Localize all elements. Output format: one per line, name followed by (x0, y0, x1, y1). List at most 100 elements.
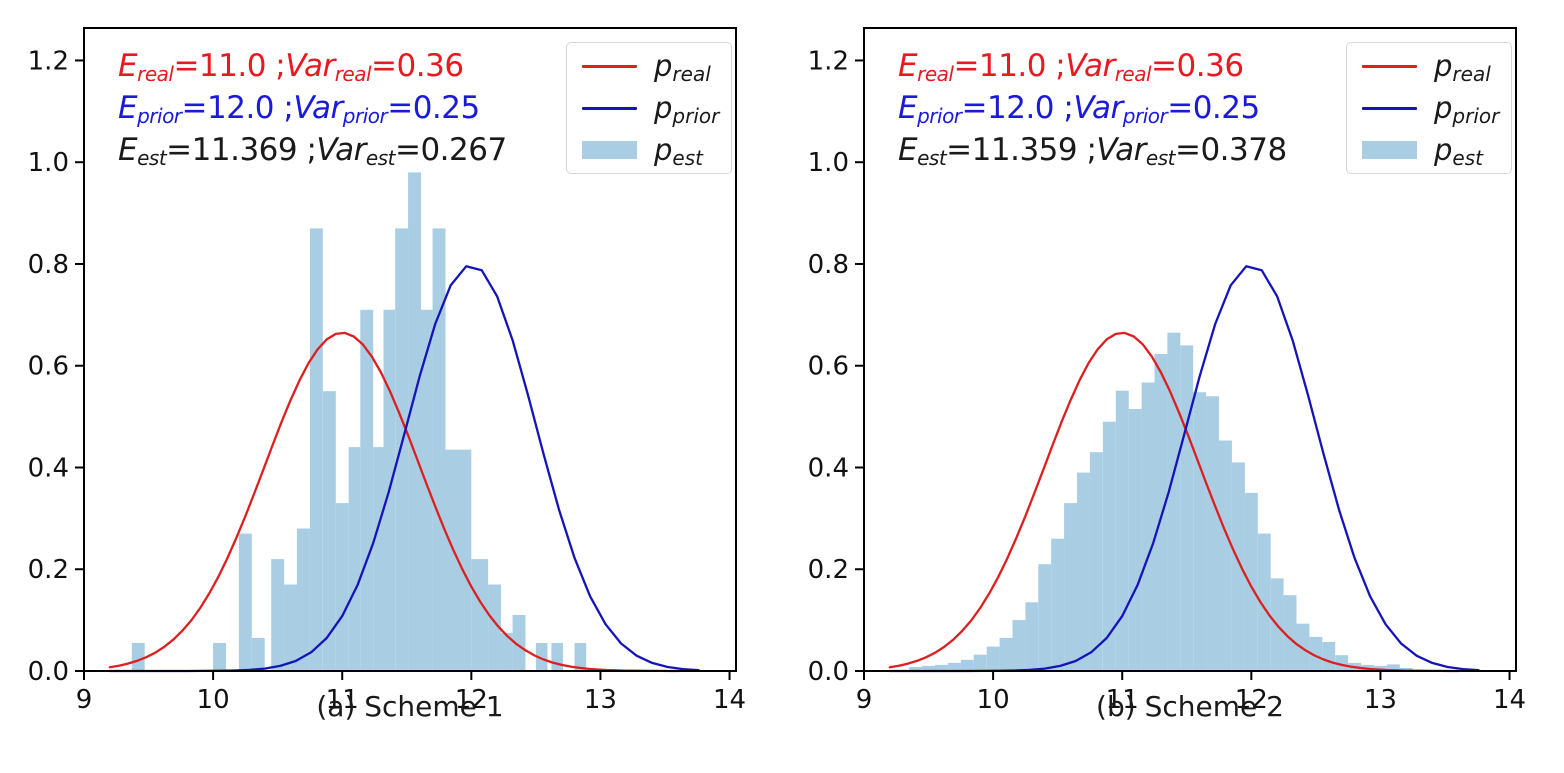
legend-label: preal (654, 48, 711, 86)
hist-bar (1399, 667, 1413, 671)
hist-bar (1012, 620, 1026, 671)
x-tick-label: 10 (977, 685, 1010, 715)
hist-bar (973, 654, 987, 671)
hist-bar (408, 172, 421, 671)
legend-line-swatch (582, 106, 637, 110)
legend-label: pest (654, 132, 703, 170)
stats-annotations-scheme1: Ereal =11.0 ; Varreal =0.36 Eprior =12.0 ; V… (118, 45, 507, 171)
hist-bar (1128, 409, 1142, 671)
x-tick-label: 13 (1364, 685, 1397, 715)
y-tick-label: 0.4 (28, 453, 69, 483)
y-tick-label: 1.0 (28, 148, 69, 178)
hist-bar (421, 309, 433, 671)
x-tick-label: 11 (326, 685, 359, 715)
stats-annotations-scheme2: Ereal =11.0 ; Varreal =0.36 Eprior =12.0 ; V… (898, 45, 1287, 171)
hist-bar (297, 528, 310, 671)
hist-bar (574, 643, 587, 671)
legend-line-swatch (1362, 106, 1417, 110)
legend-patch-swatch (582, 141, 637, 159)
hist-bar (999, 637, 1013, 671)
x-tick-label: 14 (713, 685, 746, 715)
hist-bar (322, 391, 336, 671)
annotation-line: Eest =11.359 ; Varest =0.378 (898, 132, 1287, 170)
axes-frame (83, 27, 737, 672)
axes-frame (863, 27, 1517, 672)
x-tick-label: 13 (584, 685, 617, 715)
hist-bar (986, 646, 1000, 671)
annotation-line: Ereal =11.0 ; Varreal =0.36 (898, 48, 1244, 86)
curve-p-real (888, 331, 1461, 673)
legend-scheme1: preal pprior pest (566, 42, 732, 174)
caption-scheme2: (b) Scheme 2 (1096, 690, 1284, 723)
hist-bar (947, 662, 961, 671)
y-tick-label: 0.0 (28, 657, 69, 687)
y-tick-label: 0.6 (808, 352, 849, 382)
hist-bar (935, 664, 948, 671)
hist-bar (271, 559, 285, 671)
hist-bar (373, 447, 384, 671)
hist-bar (512, 615, 526, 671)
plot-panel-b: 9 10 11 12 13 14 0.0 0.2 0.4 0.6 0.8 1.0 1.2 (808, 27, 1526, 715)
hist-bar (1386, 664, 1400, 671)
hist-bar (488, 584, 501, 671)
hist-bar (335, 503, 349, 671)
y-tick-label: 1.2 (28, 46, 69, 76)
hist-bar (1244, 492, 1258, 671)
hist-bar (1077, 472, 1090, 671)
hist-bar (960, 659, 974, 671)
hist-bar (1064, 503, 1077, 671)
legend-scheme2: preal pprior pest (1346, 42, 1512, 174)
y-tick-label: 0.6 (28, 352, 69, 382)
curve-p-real (108, 331, 681, 673)
hist-bar (251, 637, 265, 671)
x-tick-label: 12 (1235, 685, 1268, 715)
legend-patch-swatch (1362, 141, 1417, 159)
hist-bar (1257, 533, 1271, 671)
hist-bar (1232, 462, 1245, 671)
annotation-line: Eprior =12.0 ; Varprior =0.25 (898, 90, 1260, 128)
hist-bar (1115, 390, 1129, 671)
legend-item: pest (567, 129, 731, 171)
hist-bar (471, 559, 489, 671)
hist-bar (1025, 602, 1039, 671)
hist-bar (309, 228, 323, 671)
hist-bar (348, 447, 361, 671)
hist-bar (1206, 396, 1219, 671)
hist-bar (131, 643, 145, 671)
legend-label: pprior (654, 90, 720, 128)
legend-item: preal (1347, 45, 1511, 87)
y-tick-label: 0.2 (28, 555, 69, 585)
y-tick-label: 0.4 (808, 453, 849, 483)
hist-bar (1102, 421, 1116, 671)
hist-bar (1219, 440, 1232, 671)
hist-bar (1374, 665, 1387, 671)
legend-item: pprior (567, 87, 731, 129)
legend-item: preal (567, 45, 731, 87)
hist-bar (395, 228, 409, 671)
annotation-line: Eest =11.369 ; Varest =0.267 (118, 132, 507, 170)
hist-bar (535, 643, 548, 671)
hist-bar (432, 228, 446, 671)
hist-bar (1335, 655, 1349, 671)
hist-bar (213, 643, 226, 671)
x-tick-label: 14 (1493, 685, 1526, 715)
x-tick-label: 11 (1106, 685, 1139, 715)
x-tick-label: 10 (197, 685, 230, 715)
caption-scheme1: (a) Scheme 1 (316, 690, 504, 723)
x-tick-label: 12 (455, 685, 488, 715)
hist-bar (284, 584, 297, 671)
y-tick-label: 1.0 (808, 148, 849, 178)
hist-bar (1154, 354, 1168, 671)
hist-bar (1051, 538, 1065, 671)
legend-label: pest (1434, 132, 1483, 170)
hist-bar (360, 309, 374, 671)
y-tick-label: 0.2 (808, 555, 849, 585)
hist-bar (501, 632, 513, 671)
plot-panel-a: 9 10 11 12 13 14 0.0 0.2 0.4 0.6 0.8 1.0 1.2 (28, 27, 746, 715)
hist-bar (1283, 595, 1297, 671)
hist-bar (1309, 636, 1323, 671)
hist-bar (922, 665, 935, 671)
legend-label: preal (1434, 48, 1491, 86)
